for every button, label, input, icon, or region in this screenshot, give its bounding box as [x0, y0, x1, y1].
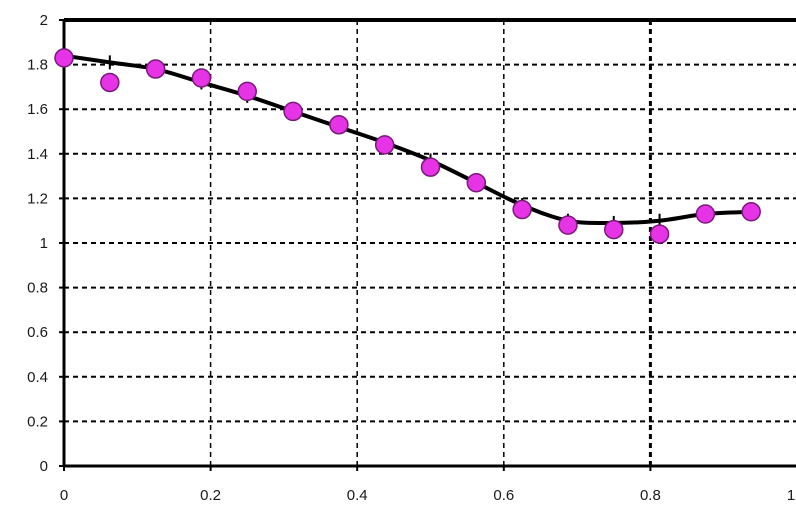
x-tick-label: 1 [787, 487, 795, 504]
y-tick-label: 0.8 [27, 280, 48, 297]
data-point [237, 81, 257, 102]
x-tick-label: 0.2 [200, 487, 221, 504]
data-points [54, 48, 761, 244]
x-tick-label: 0.8 [640, 487, 661, 504]
data-point [283, 101, 303, 122]
x-tick-label: 0 [60, 487, 68, 504]
axes [59, 18, 796, 471]
trend-line [62, 53, 754, 226]
data-point [329, 115, 349, 135]
x-tick-label: 0.6 [493, 487, 514, 504]
y-tick-label: 2 [40, 12, 48, 29]
data-point [145, 59, 166, 79]
y-tick-label: 1.2 [27, 190, 48, 207]
data-point [741, 202, 761, 222]
tick-labels: 0 0.2 0.4 0.6 0.8 1 1.2 1.4 1.6 1.8 2 0 0.2 0.4 0.6 0.8… [27, 12, 795, 504]
data-point [695, 204, 716, 224]
data-point [649, 224, 670, 244]
data-point [374, 135, 395, 155]
grid [64, 20, 796, 466]
y-tick-label: 0 [40, 458, 48, 475]
data-point [191, 68, 212, 88]
data-point [604, 219, 624, 240]
y-tick-label: 1.4 [27, 146, 48, 163]
data-point [420, 157, 441, 177]
trend-line-layer [62, 48, 754, 230]
y-tick-label: 1.6 [27, 101, 48, 118]
data-point [512, 199, 532, 220]
data-point [558, 215, 578, 235]
y-tick-label: 0.6 [27, 324, 48, 341]
y-tick-label: 1 [40, 235, 48, 252]
x-tick-label: 0.4 [347, 487, 368, 504]
y-tick-label: 0.4 [27, 369, 48, 386]
data-point [466, 173, 487, 193]
data-point [100, 72, 120, 93]
y-tick-label: 1.8 [27, 57, 48, 74]
y-tick-label: 0.2 [27, 413, 48, 430]
data-point [54, 48, 74, 68]
